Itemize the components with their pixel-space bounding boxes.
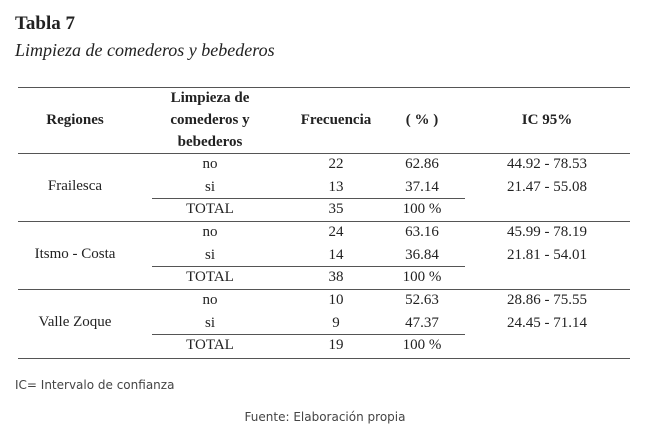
cell: 21.81 - 54.01 [507,246,587,263]
cell: 10 [328,292,344,308]
total-cell: TOTAL [186,269,234,285]
cell: 9 [332,314,340,331]
cell: 36.84 [405,246,439,263]
abbreviation-note: IC= Intervalo de confianza [15,378,175,392]
cell: si [204,178,216,195]
rule [18,153,630,154]
header-cell: ( % ) [405,112,439,128]
rule [18,289,630,290]
total-cell: 19 [328,337,344,353]
total-cell: TOTAL [186,337,234,353]
header-cell: Regiones [46,112,104,128]
cell: 13 [328,178,344,195]
rule [152,266,465,267]
region-cell: Frailesca [47,178,103,194]
cell: 37.14 [405,178,439,195]
region-cell: Itsmo - Costa [34,246,116,262]
region-cell: Valle Zoque [38,314,112,330]
rule [18,221,630,222]
rule [18,87,630,88]
source-note: Fuente: Elaboración propia [244,410,406,424]
total-cell: 100 % [402,269,442,285]
cell: 14 [328,246,344,263]
header-cell: bebederos [177,134,243,150]
total-cell: 38 [328,269,344,285]
cell: 52.63 [405,292,439,308]
cell: 62.86 [405,156,439,172]
total-cell: 35 [328,201,344,217]
header-cell: IC 95% [521,112,573,128]
total-cell: TOTAL [186,201,234,217]
cell: 21.47 - 55.08 [507,178,587,195]
cell: 24 [328,224,344,240]
cell: 47.37 [405,314,439,331]
cell: no [202,292,218,308]
table-number: Tabla 7 [15,13,76,34]
cell: 24.45 - 71.14 [507,314,587,331]
header-cell: Frecuencia [300,112,372,128]
cell: si [204,314,216,331]
rule [18,358,630,359]
header-cell: Limpieza de [170,90,250,106]
cell: 44.92 - 78.53 [507,156,587,172]
cell: 22 [328,156,344,172]
cell: 28.86 - 75.55 [507,292,587,308]
rule [152,198,465,199]
cell: no [202,224,218,240]
header-cell: comederos y [170,112,250,128]
rule [152,334,465,335]
cell: si [204,246,216,263]
total-cell: 100 % [402,337,442,353]
cell: no [202,156,218,172]
cell: 45.99 - 78.19 [507,224,587,240]
cell: 63.16 [405,224,439,240]
table-caption: Limpieza de comederos y bebederos [15,40,275,60]
total-cell: 100 % [402,201,442,217]
